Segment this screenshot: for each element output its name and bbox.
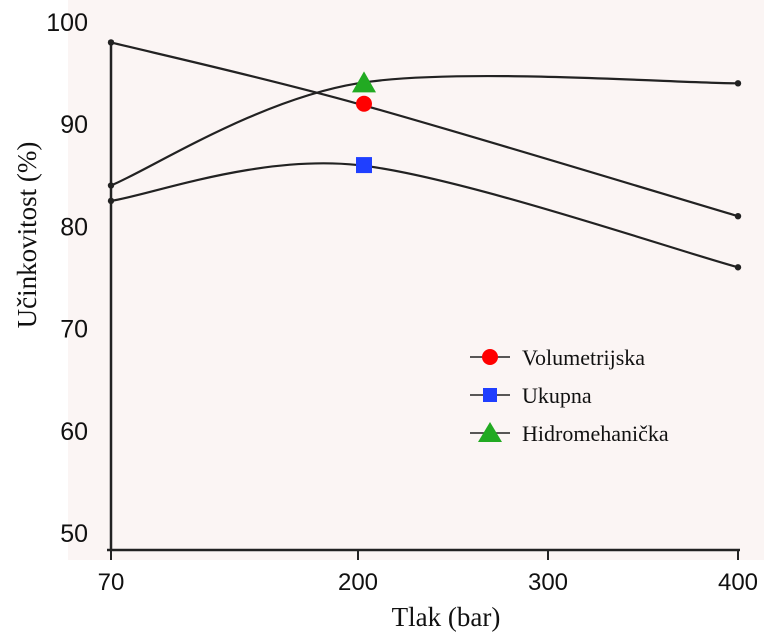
x-axis-title-background bbox=[370, 596, 522, 638]
tick-labels: 50 60 70 80 90 100 70 200 300 400 bbox=[46, 9, 758, 596]
series-line-2 bbox=[110, 162, 739, 269]
y-tick-label: 70 bbox=[60, 316, 88, 344]
y-tick-label: 50 bbox=[60, 520, 88, 548]
point-marker bbox=[107, 197, 115, 205]
y-tick-label: 80 bbox=[60, 213, 88, 241]
axes bbox=[107, 40, 740, 560]
point-marker bbox=[352, 71, 376, 93]
x-tick-label: 400 bbox=[718, 569, 758, 596]
legend-label: Hidromehanička bbox=[522, 421, 669, 446]
point-marker bbox=[734, 212, 742, 220]
point-marker bbox=[107, 39, 115, 46]
x-tick-label: 300 bbox=[528, 569, 568, 596]
legend: Volumetrijska Ukupna Hidromehanička bbox=[470, 345, 669, 446]
x-tick-label: 70 bbox=[98, 569, 125, 596]
legend-marker bbox=[478, 422, 502, 442]
y-axis-title: Učinkovitost (%) bbox=[12, 142, 42, 329]
point-marker bbox=[734, 264, 742, 271]
x-tick-label: 200 bbox=[338, 569, 378, 596]
legend-marker bbox=[483, 388, 497, 402]
point-marker bbox=[107, 182, 115, 189]
y-tick-label: 100 bbox=[46, 9, 88, 37]
point-marker bbox=[356, 95, 372, 112]
point-marker bbox=[356, 157, 372, 174]
y-tick-label: 60 bbox=[60, 418, 88, 446]
x-axis-title: Tlak (bar) bbox=[392, 602, 501, 632]
legend-label: Volumetrijska bbox=[522, 345, 645, 370]
legend-label: Ukupna bbox=[522, 383, 592, 408]
series-line-1 bbox=[110, 41, 739, 218]
y-tick-label: 90 bbox=[60, 111, 88, 139]
point-marker bbox=[734, 80, 742, 87]
plot-background bbox=[68, 0, 764, 560]
legend-marker bbox=[482, 349, 498, 365]
series-markers bbox=[107, 39, 742, 271]
